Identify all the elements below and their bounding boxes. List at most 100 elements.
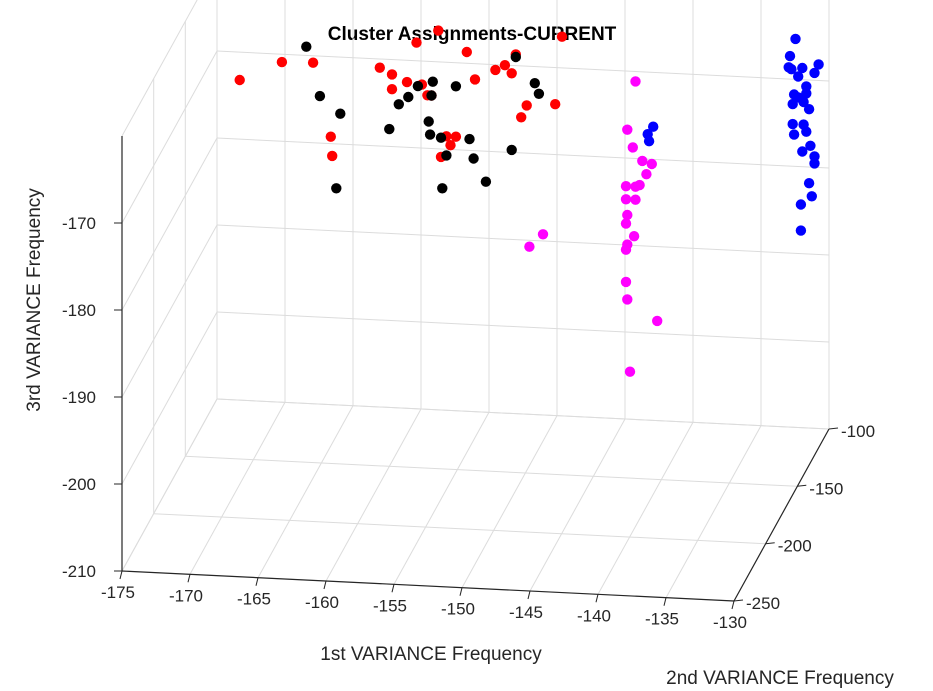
x-tick-label: -170 xyxy=(169,586,203,605)
x-tick-label: -140 xyxy=(577,606,611,625)
scatter-point xyxy=(803,104,815,115)
scatter-point xyxy=(806,191,817,202)
grid-line xyxy=(121,311,218,485)
tick-labels: -175 -170 -165 -160 -155 -150 -145 -140 -135 -130… xyxy=(62,214,875,632)
scatter-point xyxy=(795,225,807,236)
scatter-point xyxy=(314,90,326,102)
scatter-point xyxy=(627,142,638,153)
grid-line xyxy=(121,224,218,398)
scatter-point xyxy=(393,99,404,110)
scatter-point xyxy=(516,112,527,123)
scatter-point xyxy=(437,183,448,194)
scatter-point xyxy=(790,33,801,45)
scatter-point xyxy=(301,41,312,52)
x-tick-label: -150 xyxy=(441,600,475,619)
y-tick-mark xyxy=(733,599,744,602)
scatter-point xyxy=(787,98,798,110)
scatter-point xyxy=(620,194,632,205)
x-tick-mark xyxy=(731,600,735,610)
scatter-point xyxy=(374,62,385,73)
x-tick-mark xyxy=(595,594,599,603)
scatter-point xyxy=(628,231,640,242)
grid-line xyxy=(216,311,830,343)
z-tick-label: -200 xyxy=(62,475,96,494)
grid-line xyxy=(257,405,354,578)
scatter-point xyxy=(630,76,641,87)
grid-line xyxy=(153,513,766,545)
scatter-point xyxy=(809,67,820,79)
scatter-point xyxy=(622,124,633,135)
grid-line xyxy=(597,422,694,595)
scatter-point xyxy=(307,57,319,68)
scatter-point xyxy=(787,118,798,130)
x-axis-label: 1st VARIANCE Frequency xyxy=(320,644,542,665)
grid-line xyxy=(216,50,830,82)
scatter-point xyxy=(652,315,663,327)
x-axis-line xyxy=(121,570,735,602)
scatter-point xyxy=(490,64,501,76)
scatter-point xyxy=(464,133,475,145)
scatter-point xyxy=(795,199,807,210)
scatter-point xyxy=(620,181,632,192)
grid-line xyxy=(461,415,558,588)
x-tick-mark xyxy=(187,574,191,583)
z-tick-label: -190 xyxy=(62,388,96,407)
scatter-point xyxy=(550,99,561,110)
scatter-point xyxy=(401,76,413,88)
scatter-point xyxy=(423,116,434,127)
y-tick-label: -150 xyxy=(809,479,843,498)
scatter-point xyxy=(788,129,800,140)
scatter-point xyxy=(801,88,812,99)
chart-title: Cluster Assignments-CURRENT xyxy=(328,24,617,45)
scatter-point xyxy=(801,126,812,137)
x-tick-mark xyxy=(323,580,327,590)
scatter-point xyxy=(506,68,517,79)
scatter-point xyxy=(335,108,346,119)
scatter-point xyxy=(529,78,540,89)
scatter-point xyxy=(784,50,796,62)
scatter-point xyxy=(411,37,422,48)
scatter-point xyxy=(386,69,398,80)
grid-line xyxy=(216,224,830,256)
grid-layer xyxy=(121,0,830,602)
scatter-point xyxy=(403,91,414,103)
scatter-point xyxy=(445,140,456,151)
z-tick-label: -180 xyxy=(62,301,96,320)
x-tick-mark xyxy=(255,577,259,586)
y-tick-label: -200 xyxy=(778,537,812,556)
scatter-point xyxy=(435,132,447,143)
scatter-point xyxy=(803,178,815,189)
scatter-point xyxy=(276,56,288,68)
x-tick-label: -135 xyxy=(645,610,679,629)
scatter-point xyxy=(412,80,424,92)
grid-line xyxy=(216,137,830,169)
grid-line xyxy=(121,50,218,224)
grid-line xyxy=(189,402,286,575)
scatter-point xyxy=(624,366,636,377)
scatter-point xyxy=(331,183,342,194)
scatter-point xyxy=(427,76,438,87)
scatter-point xyxy=(809,158,820,169)
grid-line xyxy=(665,425,762,598)
grid-line xyxy=(325,408,422,582)
x-tick-label: -165 xyxy=(237,590,271,609)
scatter-point xyxy=(327,150,338,162)
x-tick-label: -160 xyxy=(305,593,339,612)
grid-line xyxy=(121,137,218,311)
scatter-point xyxy=(648,121,659,132)
scatter-point xyxy=(637,155,648,167)
y-tick-mark xyxy=(765,542,775,545)
x-tick-label: -145 xyxy=(509,603,543,622)
scatter-point xyxy=(533,88,545,100)
x-tick-mark xyxy=(119,570,123,580)
grid-line xyxy=(121,398,218,572)
grid-line xyxy=(121,0,198,137)
x-tick-mark xyxy=(391,584,395,593)
scatter-point xyxy=(630,194,641,205)
scatter-point xyxy=(480,176,492,187)
grid-line xyxy=(393,412,490,585)
scatter-point xyxy=(461,46,472,58)
scatter-point xyxy=(506,144,517,156)
scatter-point xyxy=(630,181,641,192)
